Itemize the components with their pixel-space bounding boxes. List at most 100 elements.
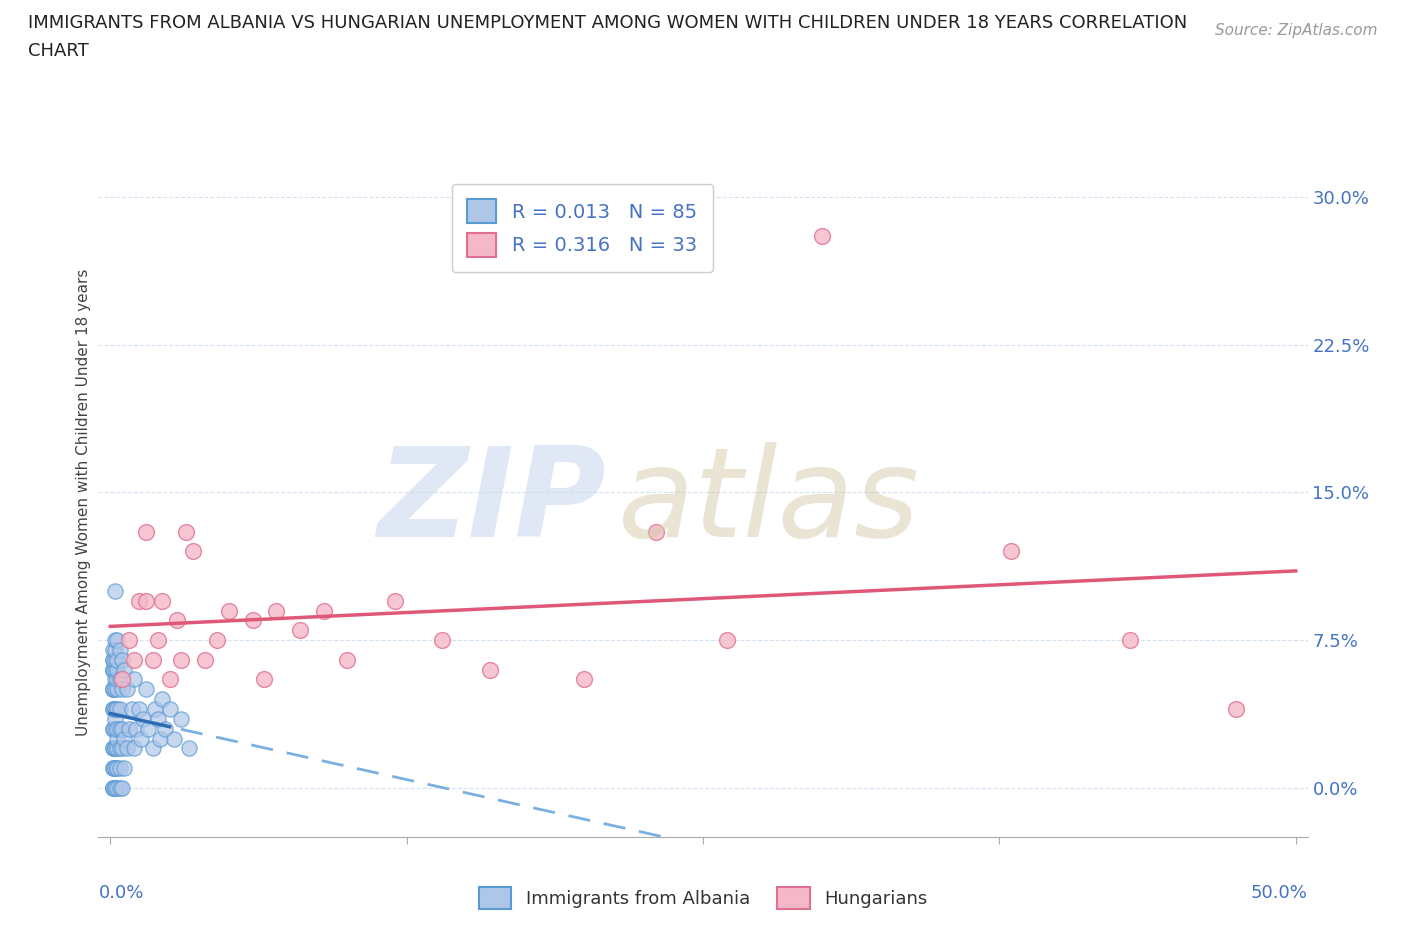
- Point: [149, 731, 172, 746]
- Point: [114, 731, 136, 746]
- Point: [105, 731, 128, 746]
- Point: [194, 652, 217, 667]
- Point: [108, 761, 131, 776]
- Text: atlas: atlas: [619, 442, 921, 563]
- Point: [152, 593, 174, 608]
- Point: [101, 701, 124, 716]
- Point: [111, 652, 134, 667]
- Point: [129, 731, 152, 746]
- Point: [135, 682, 157, 697]
- Point: [1225, 701, 1247, 716]
- Point: [104, 701, 127, 716]
- Point: [135, 593, 157, 608]
- Point: [101, 662, 124, 677]
- Point: [174, 525, 197, 539]
- Point: [146, 711, 169, 726]
- Point: [104, 761, 127, 776]
- Point: [205, 632, 228, 647]
- Point: [105, 682, 128, 697]
- Point: [111, 672, 134, 687]
- Point: [105, 652, 128, 667]
- Point: [105, 761, 128, 776]
- Point: [105, 701, 128, 716]
- Point: [432, 632, 454, 647]
- Point: [101, 741, 124, 756]
- Point: [118, 722, 141, 737]
- Point: [122, 741, 145, 756]
- Point: [121, 701, 143, 716]
- Point: [384, 593, 406, 608]
- Text: 50.0%: 50.0%: [1251, 884, 1308, 902]
- Point: [105, 722, 128, 737]
- Point: [170, 711, 193, 726]
- Point: [108, 643, 131, 658]
- Point: [101, 643, 124, 658]
- Point: [312, 603, 335, 618]
- Point: [111, 682, 134, 697]
- Point: [142, 652, 165, 667]
- Point: [104, 652, 127, 667]
- Point: [170, 652, 193, 667]
- Point: [143, 701, 166, 716]
- Text: IMMIGRANTS FROM ALBANIA VS HUNGARIAN UNEMPLOYMENT AMONG WOMEN WITH CHILDREN UNDE: IMMIGRANTS FROM ALBANIA VS HUNGARIAN UNE…: [28, 14, 1188, 32]
- Point: [108, 672, 131, 687]
- Point: [104, 701, 127, 716]
- Point: [218, 603, 240, 618]
- Point: [101, 652, 124, 667]
- Point: [108, 741, 131, 756]
- Point: [264, 603, 287, 618]
- Point: [105, 662, 128, 677]
- Point: [716, 632, 738, 647]
- Point: [101, 780, 124, 795]
- Point: [108, 780, 131, 795]
- Point: [111, 722, 134, 737]
- Point: [104, 780, 127, 795]
- Point: [166, 613, 188, 628]
- Point: [114, 761, 136, 776]
- Point: [152, 692, 174, 707]
- Point: [159, 701, 181, 716]
- Point: [163, 731, 186, 746]
- Point: [153, 722, 176, 737]
- Point: [101, 662, 124, 677]
- Point: [1119, 632, 1142, 647]
- Point: [104, 761, 127, 776]
- Point: [104, 632, 127, 647]
- Point: [132, 711, 155, 726]
- Point: [181, 544, 204, 559]
- Point: [177, 741, 200, 756]
- Y-axis label: Unemployment Among Women with Children Under 18 years: Unemployment Among Women with Children U…: [76, 269, 91, 736]
- Legend: Immigrants from Albania, Hungarians: Immigrants from Albania, Hungarians: [471, 880, 935, 916]
- Point: [644, 525, 666, 539]
- Point: [159, 672, 181, 687]
- Text: CHART: CHART: [28, 42, 89, 60]
- Point: [104, 741, 127, 756]
- Point: [101, 741, 124, 756]
- Point: [101, 652, 124, 667]
- Point: [142, 741, 165, 756]
- Point: [101, 780, 124, 795]
- Point: [101, 701, 124, 716]
- Point: [101, 722, 124, 737]
- Point: [115, 682, 138, 697]
- Point: [111, 780, 134, 795]
- Point: [105, 672, 128, 687]
- Text: Source: ZipAtlas.com: Source: ZipAtlas.com: [1215, 23, 1378, 38]
- Point: [101, 682, 124, 697]
- Point: [136, 722, 159, 737]
- Point: [104, 741, 127, 756]
- Point: [253, 672, 276, 687]
- Point: [104, 662, 127, 677]
- Point: [104, 583, 127, 598]
- Point: [146, 632, 169, 647]
- Point: [128, 593, 150, 608]
- Point: [128, 701, 150, 716]
- Point: [478, 662, 501, 677]
- Point: [118, 632, 141, 647]
- Point: [242, 613, 264, 628]
- Point: [810, 229, 832, 244]
- Point: [104, 672, 127, 687]
- Text: ZIP: ZIP: [378, 442, 606, 563]
- Point: [105, 780, 128, 795]
- Point: [574, 672, 596, 687]
